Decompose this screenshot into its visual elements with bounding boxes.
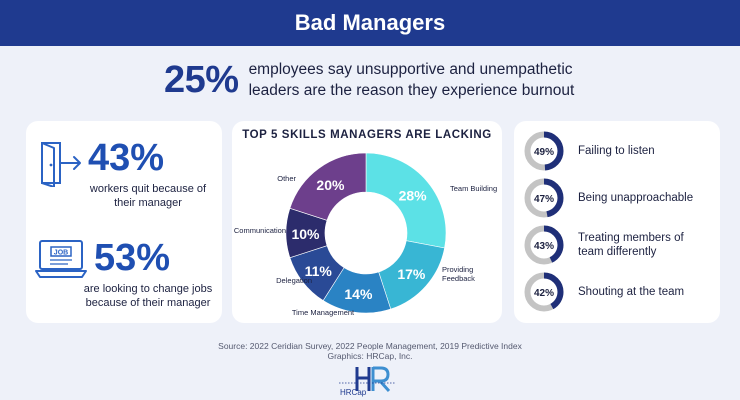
hrcap-logo: HRCap (335, 365, 405, 397)
quit-text: workers quit because of their manager (89, 183, 207, 209)
behavior-label: Being unapproachable (578, 192, 694, 204)
behavior-item: 49% Failing to listen (524, 131, 698, 171)
ring-fill (524, 272, 564, 312)
behavior-item: 43% Treating members of team differently (524, 225, 698, 265)
donut-value-label: 14% (344, 286, 373, 302)
donut-value-label: 10% (291, 226, 320, 242)
donut-category-label: Team Building (450, 184, 497, 193)
behaviors-card: 49% Failing to listen 47% Being unapproacha… (514, 121, 720, 323)
donut-value-label: 28% (399, 187, 428, 203)
donut-category-label: Delegation (276, 276, 312, 285)
donut-value-label: 20% (316, 177, 345, 193)
percent-ring: 43% (524, 225, 564, 265)
laptop-job-icon: JOB (34, 237, 88, 286)
behavior-item: 47% Being unapproachable (524, 178, 698, 218)
ring-fill (524, 131, 564, 171)
behavior-label: Failing to listen (578, 145, 655, 157)
door-exit-icon (38, 139, 84, 192)
headline-text: employees say unsupportive and unempathe… (248, 61, 575, 99)
logo-text: HRCap (340, 388, 367, 397)
percent-ring: 42% (524, 272, 564, 312)
quit-stat: 43% workers quit because of their manage… (88, 137, 208, 210)
quit-percent: 43% (88, 137, 165, 179)
ring-fill (524, 225, 564, 265)
behavior-label: Treating members of team differently (578, 232, 684, 258)
headline-percent: 25% (164, 58, 239, 101)
ring-value-label: 42% (534, 288, 554, 299)
percent-ring: 47% (524, 178, 564, 218)
ring-value-label: 43% (534, 241, 554, 252)
quit-stats-card: 43% workers quit because of their manage… (26, 121, 222, 323)
donut-segment-other (289, 152, 367, 221)
donut-category-label: Time Management (292, 308, 355, 317)
ring-value-label: 47% (534, 194, 554, 205)
change-jobs-stat: 53% are looking to change jobs because o… (82, 237, 214, 310)
donut-segment-team-building (365, 152, 447, 249)
donut-value-label: 17% (397, 266, 426, 282)
source-note: Source: 2022 Ceridian Survey, 2022 Peopl… (0, 341, 740, 361)
behavior-item: 42% Shouting at the team (524, 272, 698, 312)
donut-category-label: Providing Feedback (442, 265, 475, 283)
change-jobs-text: are looking to change jobs because of th… (83, 283, 213, 309)
skills-chart-card: TOP 5 SKILLS MANAGERS ARE LACKING 28% Tea… (232, 121, 502, 323)
donut-category-label: Communication (234, 226, 286, 235)
skills-donut-chart: 28% Team Building 17% Providing Feedback 14% T… (234, 152, 497, 317)
title-banner: Bad Managers (0, 0, 740, 46)
change-jobs-percent: 53% (94, 237, 171, 279)
donut-value-label: 11% (305, 263, 333, 279)
page-title: Bad Managers (294, 10, 446, 35)
source-line: Source: 2022 Ceridian Survey, 2022 Peopl… (218, 341, 522, 351)
ring-fill (524, 178, 564, 218)
svg-text:JOB: JOB (54, 250, 68, 257)
behavior-label: Shouting at the team (578, 286, 685, 298)
chart-title: TOP 5 SKILLS MANAGERS ARE LACKING (242, 129, 492, 141)
headline-stat: 25% employees say unsupportive and unemp… (164, 58, 579, 102)
percent-ring: 49% (524, 131, 564, 171)
graphics-credit: Graphics: HRCap, Inc. (327, 351, 413, 361)
donut-category-label: Other (277, 174, 296, 183)
ring-value-label: 49% (534, 147, 554, 158)
